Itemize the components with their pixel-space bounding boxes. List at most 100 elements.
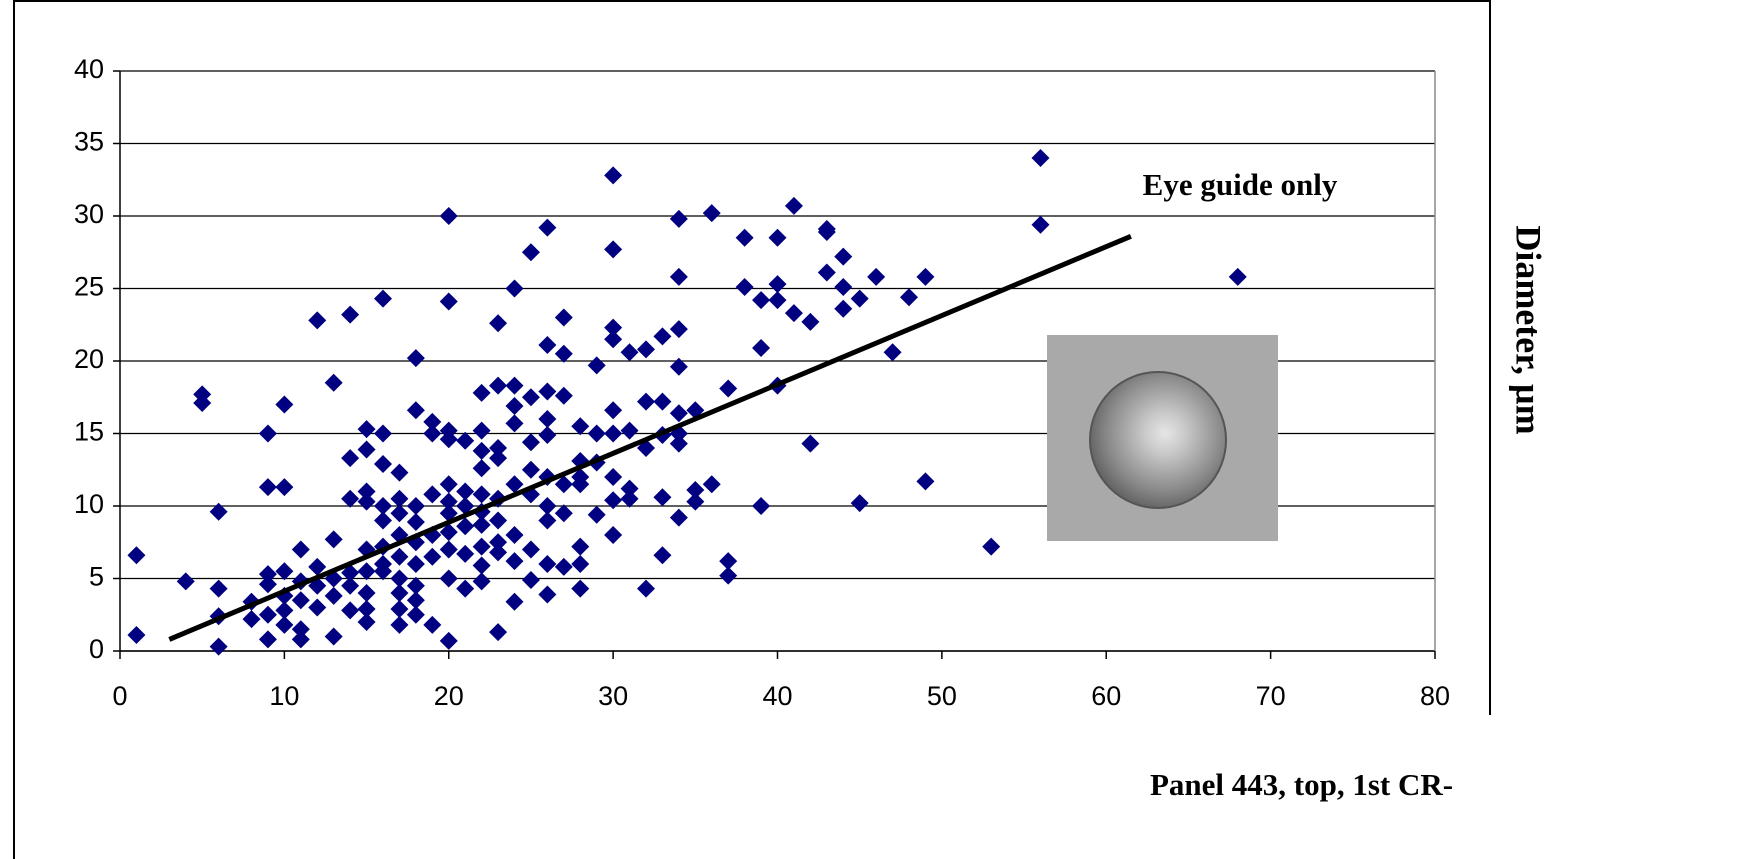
- point: [538, 555, 557, 573]
- point: [554, 475, 573, 494]
- point: [456, 517, 475, 536]
- point: [686, 481, 705, 500]
- point: [324, 530, 343, 549]
- point: [900, 288, 918, 307]
- y-tick-label: 25: [74, 272, 104, 302]
- point: [341, 449, 360, 468]
- point: [653, 488, 672, 507]
- point: [571, 555, 590, 573]
- point: [390, 489, 409, 508]
- point: [423, 412, 442, 431]
- point: [406, 401, 425, 420]
- point: [472, 441, 491, 460]
- point: [538, 425, 557, 444]
- point: [538, 497, 557, 515]
- point: [1228, 267, 1247, 286]
- point: [357, 482, 376, 501]
- y-tick-label: 40: [74, 54, 104, 84]
- point: [357, 562, 376, 581]
- point: [291, 620, 310, 639]
- point: [604, 491, 623, 510]
- point: [341, 601, 360, 620]
- point: [406, 591, 425, 610]
- point: [604, 424, 623, 443]
- point: [127, 626, 146, 645]
- point: [916, 472, 935, 491]
- point: [538, 410, 557, 428]
- point: [719, 566, 738, 585]
- point: [439, 430, 458, 449]
- point: [390, 615, 409, 634]
- point: [472, 572, 491, 591]
- point: [472, 515, 491, 534]
- point: [357, 613, 376, 631]
- point: [735, 278, 754, 297]
- y-tick-label: 30: [74, 199, 104, 229]
- point: [357, 420, 376, 439]
- point: [505, 376, 524, 395]
- point: [653, 392, 672, 411]
- point: [554, 344, 573, 363]
- point: [505, 414, 524, 433]
- point: [801, 434, 820, 453]
- point: [456, 579, 475, 598]
- point: [324, 373, 343, 392]
- point: [341, 305, 360, 324]
- point: [456, 482, 475, 501]
- x-tick-label: 10: [269, 681, 299, 711]
- point: [752, 291, 771, 310]
- point: [669, 434, 688, 453]
- point: [1031, 149, 1050, 167]
- point: [867, 267, 886, 286]
- point: [669, 404, 688, 423]
- point: [883, 343, 902, 362]
- point: [521, 460, 540, 479]
- point: [653, 327, 672, 346]
- point: [489, 314, 508, 333]
- point: [258, 478, 277, 497]
- x-tick-label: 80: [1420, 681, 1450, 711]
- point: [258, 605, 277, 624]
- point: [834, 278, 853, 297]
- point: [390, 584, 409, 602]
- point: [554, 557, 573, 576]
- point: [472, 537, 491, 556]
- point: [209, 579, 228, 598]
- point: [308, 311, 327, 330]
- point: [571, 579, 590, 598]
- point: [604, 468, 623, 486]
- trend-line: [168, 233, 1132, 642]
- point: [374, 289, 392, 308]
- point: [637, 340, 655, 359]
- point: [505, 475, 524, 494]
- point: [258, 630, 277, 649]
- point: [308, 598, 327, 617]
- x-tick-label: 50: [927, 681, 957, 711]
- point: [390, 547, 409, 566]
- y-tick-label: 0: [89, 634, 104, 664]
- point: [291, 540, 310, 559]
- point: [357, 599, 376, 618]
- y-tick-label: 20: [74, 344, 104, 374]
- point: [275, 562, 294, 581]
- point: [604, 166, 623, 185]
- point: [637, 579, 655, 598]
- point: [374, 497, 392, 515]
- point: [752, 497, 771, 515]
- point: [916, 267, 935, 286]
- point: [439, 569, 458, 588]
- point: [817, 263, 836, 282]
- point: [390, 599, 409, 618]
- point: [702, 204, 721, 223]
- point: [637, 392, 655, 411]
- point: [406, 576, 425, 595]
- point: [406, 555, 425, 573]
- point: [291, 591, 310, 610]
- annotation: Eye guide only: [1143, 167, 1338, 202]
- point: [521, 388, 540, 407]
- point: [538, 382, 557, 401]
- point: [406, 512, 425, 531]
- point: [390, 569, 409, 588]
- point: [521, 570, 540, 589]
